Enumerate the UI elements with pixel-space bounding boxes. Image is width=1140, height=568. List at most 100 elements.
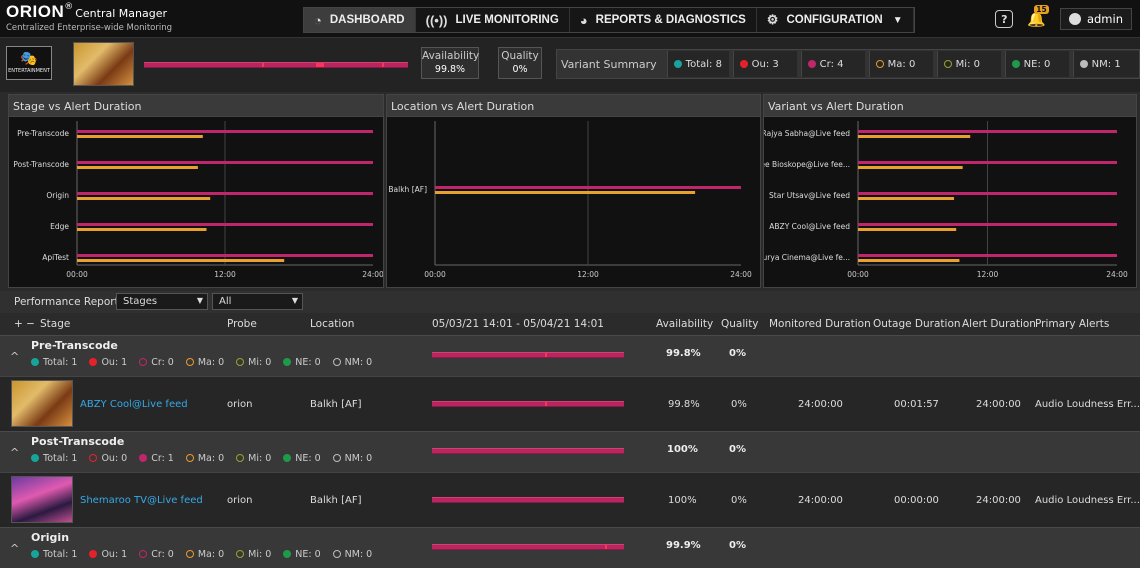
channel-thumbnail[interactable]	[73, 42, 134, 86]
collapse-chevron-icon[interactable]: ^	[10, 446, 20, 459]
stage-availability: 99.8%	[666, 348, 701, 359]
stage-alert-chart: Stage vs Alert Duration 00:00 12:00 24:00 P…	[8, 94, 384, 288]
col-stage[interactable]: Stage	[40, 318, 71, 330]
alert-bar	[77, 166, 198, 169]
category-label: Star Utsav@Live feed	[769, 191, 850, 200]
monitored-bar	[77, 254, 373, 257]
tab-configuration[interactable]: ⚙ CONFIGURATION ▼	[757, 8, 914, 32]
variant-alert-chart-plot: 00:00 12:00 24:00 Rajya Sabha@Live feed Zee …	[764, 121, 1128, 279]
availability-cell: 100%	[668, 495, 697, 506]
monitored-bar	[858, 223, 1117, 226]
variant-thumbnail[interactable]	[11, 476, 73, 523]
col-monitored-duration[interactable]: Monitored Duration	[769, 318, 871, 330]
primary-alerts-cell[interactable]: Audio Loudness Err...	[1035, 495, 1140, 506]
variant-summary-item[interactable]: Mi: 0	[936, 51, 1001, 77]
monitored-bar	[858, 130, 1117, 133]
chevron-down-icon: ▼	[291, 296, 298, 305]
stage-timeline[interactable]	[432, 448, 624, 454]
table-row[interactable]: ABZY Cool@Live feed orion Balkh [AF] 99.…	[0, 376, 1140, 431]
probe-cell: orion	[227, 495, 253, 506]
monitored-bar	[435, 186, 741, 189]
category-label: Edge	[50, 222, 69, 231]
stage-name: Pre-Transcode	[31, 339, 118, 352]
stage-availability: 99.9%	[666, 540, 701, 551]
stage-quality: 0%	[729, 348, 746, 359]
brand-name: ORION	[6, 2, 65, 21]
timeline-alert-marker	[262, 63, 264, 67]
user-menu[interactable]: admin	[1059, 8, 1132, 30]
primary-alerts-cell[interactable]: Audio Loudness Err...	[1035, 399, 1140, 410]
reports-icon: ◕	[579, 12, 588, 28]
collapse-chevron-icon[interactable]: ^	[10, 542, 20, 555]
variant-summary-item[interactable]: NE: 0	[1004, 51, 1069, 77]
x-tick-label: 00:00	[66, 270, 88, 279]
col-alert-duration[interactable]: Alert Duration	[962, 318, 1036, 330]
table-row[interactable]: Shemaroo TV@Live feed orion Balkh [AF] 1…	[0, 472, 1140, 527]
status-dot-icon	[807, 60, 816, 68]
variant-timeline[interactable]	[432, 401, 624, 407]
expand-collapse-all[interactable]: + −	[14, 318, 35, 330]
x-tick-label: 00:00	[847, 270, 869, 279]
location-cell: Balkh [AF]	[310, 399, 362, 410]
chevron-down-icon: ▼	[196, 296, 203, 305]
notifications-button[interactable]: 🔔 15	[1027, 5, 1049, 28]
variant-timeline[interactable]	[432, 497, 624, 503]
variant-summary-value: Ou: 3	[751, 58, 779, 70]
stage-stats: Total: 1 Ou: 0 Cr: 1 Ma: 0 Mi: 0 NE: 0 NM: 0	[31, 453, 384, 464]
collapse-chevron-icon[interactable]: ^	[10, 350, 20, 363]
performance-report-bar: Performance Report: Stages ▼ All ▼	[0, 291, 1140, 313]
all-filter-select[interactable]: All ▼	[212, 293, 303, 310]
variant-summary-item[interactable]: NM: 1	[1072, 51, 1139, 77]
category-label: Rajya Sabha@Live feed	[764, 129, 850, 138]
brand-logo[interactable]: ORION® Central Manager Centralized Enterp…	[6, 2, 172, 33]
variant-link[interactable]: ABZY Cool@Live feed	[80, 399, 188, 410]
stage-group-post-transcode: ^ Post-Transcode Total: 1 Ou: 0 Cr: 1 Ma: 0…	[0, 431, 1140, 472]
stage-timeline[interactable]	[432, 352, 624, 358]
col-location[interactable]: Location	[310, 318, 355, 330]
variant-summary-value: NM: 1	[1091, 58, 1121, 70]
col-availability[interactable]: Availability	[656, 318, 714, 330]
variant-summary-item[interactable]: Ma: 0	[868, 51, 933, 77]
variant-summary-value: Ma: 0	[887, 58, 916, 70]
tab-reports-diagnostics[interactable]: ◕ REPORTS & DIAGNOSTICS	[570, 8, 757, 32]
product-name: Central Manager	[75, 7, 167, 20]
monitored-duration-cell: 24:00:00	[798, 495, 843, 506]
tab-dashboard[interactable]: ◔ DASHBOARD	[304, 8, 416, 32]
col-outage-duration[interactable]: Outage Duration	[873, 318, 961, 330]
main-nav: ◔ DASHBOARD ((•)) LIVE MONITORING ◕ REPORTS…	[303, 7, 915, 33]
x-tick-label: 00:00	[424, 270, 446, 279]
stage-filter-select[interactable]: Stages ▼	[116, 293, 208, 310]
col-time-range: 05/03/21 14:01 - 05/04/21 14:01	[432, 318, 604, 330]
variant-summary-item[interactable]: Total: 8	[666, 51, 729, 77]
variant-link[interactable]: Shemaroo TV@Live feed	[80, 495, 203, 506]
category-label: Surya Cinema@Live fe...	[764, 253, 850, 262]
tab-live-monitoring[interactable]: ((•)) LIVE MONITORING	[416, 8, 570, 32]
help-icon[interactable]: ?	[995, 10, 1014, 28]
variant-summary-item[interactable]: Cr: 4	[800, 51, 865, 77]
brand-tagline: Centralized Enterprise-wide Monitoring	[6, 23, 172, 33]
variant-summary-item[interactable]: Ou: 3	[732, 51, 797, 77]
gear-icon: ⚙	[766, 12, 779, 27]
timeline-alert-marker	[382, 63, 384, 67]
alert-duration-cell: 24:00:00	[976, 495, 1021, 506]
col-probe[interactable]: Probe	[227, 318, 257, 330]
chart-title: Location vs Alert Duration	[387, 95, 760, 117]
channel-timeline[interactable]	[144, 62, 408, 68]
col-primary-alerts[interactable]: Primary Alerts	[1035, 318, 1110, 330]
probe-cell: orion	[227, 399, 253, 410]
channel-logo[interactable]: 🎭 ENTERTAINMENT	[6, 46, 52, 80]
variant-thumbnail[interactable]	[11, 380, 73, 427]
stage-timeline[interactable]	[432, 544, 624, 550]
alert-bar	[858, 197, 955, 200]
status-dot-icon	[1011, 60, 1020, 68]
alert-bar	[77, 197, 211, 200]
col-quality[interactable]: Quality	[721, 318, 759, 330]
x-tick-label: 24:00	[730, 270, 752, 279]
alert-duration-cell: 24:00:00	[976, 399, 1021, 410]
performance-report-label: Performance Report:	[14, 296, 123, 308]
user-icon	[1068, 13, 1081, 25]
monitored-bar	[77, 161, 373, 164]
status-dot-icon	[1079, 60, 1088, 68]
quality-cell: 0%	[731, 399, 747, 410]
alert-bar	[858, 135, 971, 138]
